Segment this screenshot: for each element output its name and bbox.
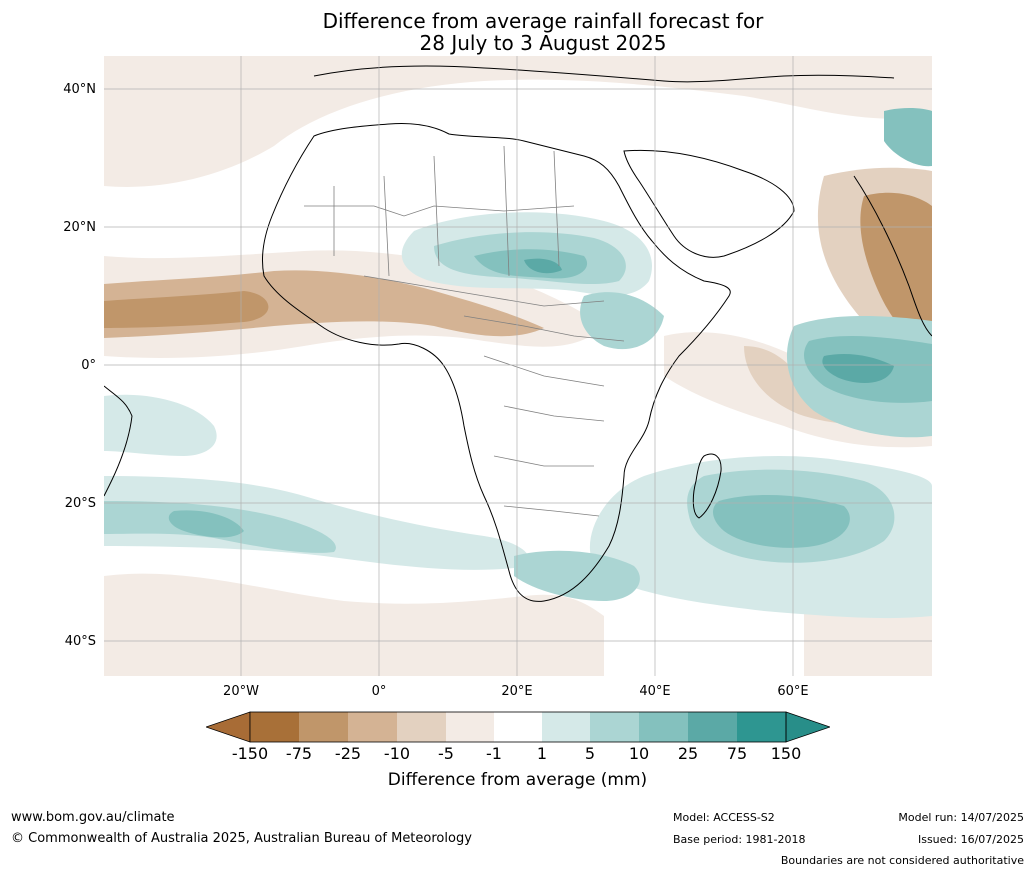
lon-label-20e: 20°E [501,684,533,699]
lon-label-60e: 60°E [777,684,809,699]
colorbar-bin-10 [688,712,737,742]
wet-south-atlantic [104,394,217,456]
wet-south-atlantic-core [168,510,244,538]
india-west [853,175,932,337]
colorbar-bin-8 [590,712,639,742]
lon-label-0: 0° [371,684,387,699]
dry-inner-atlantic [104,291,269,328]
wet-ethiopia [580,292,664,350]
base-period: Base period: 1981-2018 [673,833,806,846]
lat-label-40n: 40°N [63,82,96,97]
colorbar-tick-8: 5 [584,744,596,763]
colorbar [206,711,830,743]
colorbar-tick-3: -25 [334,744,362,763]
dry-india-core [860,192,932,346]
wet-sahel-4 [524,258,562,274]
title-line-1: Difference from average rainfall forecas… [322,9,764,33]
madagascar [692,453,722,519]
wet-equatorial-io-3 [822,354,894,383]
website-link[interactable]: www.bom.gov.au/climate [11,810,175,825]
colorbar-tick-7: 1 [536,744,548,763]
issued-date: Issued: 16/07/2025 [917,833,1024,846]
colorbar-tick-4: -10 [383,744,411,763]
wet-south-africa-coast [514,550,640,601]
wet-northeast [884,107,932,167]
lat-label-equator: 0° [81,358,96,373]
wetter-regions [104,107,932,619]
dry-indian-ocean-core [744,346,904,425]
colorbar-tick-9: 10 [628,744,650,763]
colorbar-tick-1: -150 [231,744,269,763]
colorbar-bin-1 [250,712,299,742]
colorbar-bin-5 [446,712,494,742]
wet-south-io-3 [712,494,850,548]
colorbar-bin-2 [299,712,348,742]
lon-label-40e: 40°E [639,684,671,699]
colorbar-tick-11: 75 [726,744,748,763]
colorbar-tick-5: -5 [438,744,454,763]
rainfall-anomaly-map [104,56,932,676]
colorbar-extend-low [206,711,251,743]
wet-south-atlantic-band [104,476,529,570]
colorbar-title: Difference from average (mm) [387,770,648,790]
coastlines [104,65,932,602]
boundaries-disclaimer: Boundaries are not considered authoritat… [780,854,1024,867]
colorbar-bin-6 [494,712,542,742]
colorbar-tick-2: -75 [285,744,313,763]
lat-label-40s: 40°S [64,634,96,649]
model-name: Model: ACCESS-S2 [673,811,775,824]
colorbar-extend-high [785,711,830,743]
title-line-2: 28 July to 3 August 2025 [419,31,667,55]
model-run-date: Model run: 14/07/2025 [898,811,1024,824]
colorbar-bin-9 [639,712,688,742]
colorbar-bin-7 [542,712,590,742]
europe-south [313,65,895,83]
colorbar-bin-11 [737,712,786,742]
lat-label-20s: 20°S [64,496,96,511]
dry-south-faint [104,573,604,676]
copyright-text: © Commonwealth of Australia 2025, Austra… [11,831,472,846]
country-borders [304,145,625,517]
south-america-east [104,385,133,497]
graticule [104,56,932,676]
arabian-peninsula [623,149,795,258]
colorbar-bin-4 [397,712,446,742]
map-title: Difference from average rainfall forecas… [0,10,1035,54]
lat-label-20n: 20°N [63,220,96,235]
lon-label-20w: 20°W [223,684,259,699]
map-canvas [104,56,932,676]
colorbar-tick-10: 25 [677,744,699,763]
colorbar-bin-3 [348,712,397,742]
colorbar-tick-12: 150 [770,744,802,763]
africa-coastline [261,123,731,602]
colorbar-tick-6: -1 [486,744,502,763]
